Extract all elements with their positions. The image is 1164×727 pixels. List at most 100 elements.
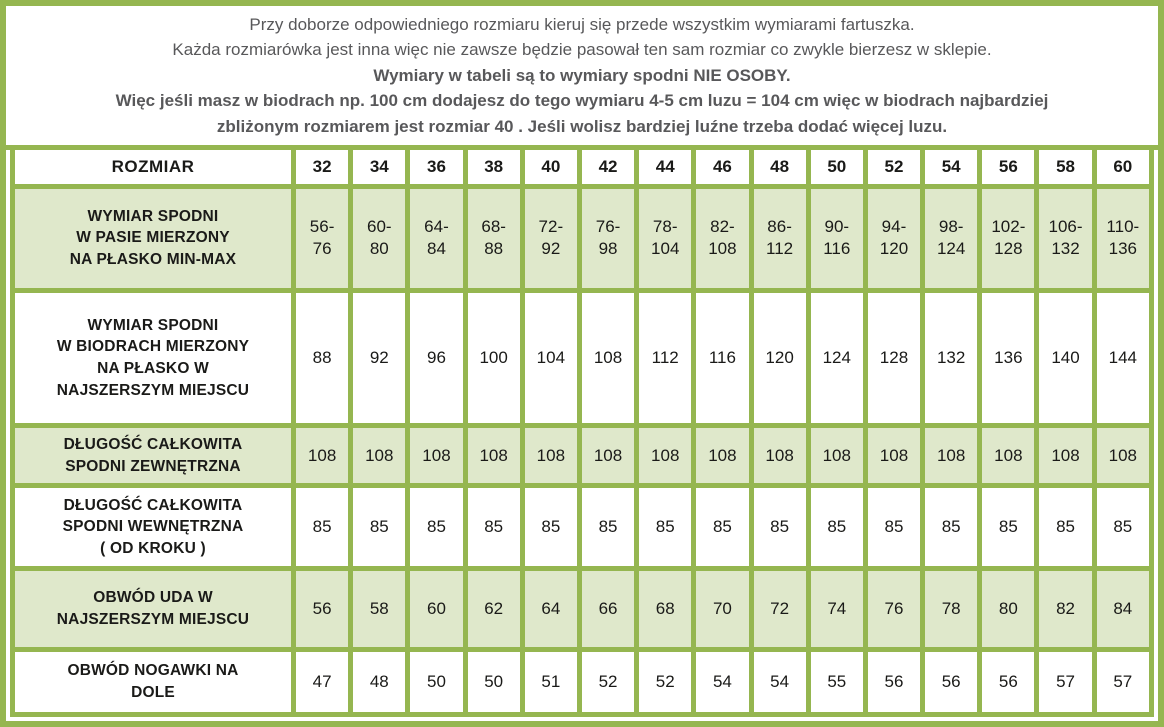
measurement-cell: 50	[462, 646, 525, 718]
measurement-cell: 58	[348, 565, 411, 652]
measurement-cell: 82- 108	[691, 183, 754, 294]
measurement-cell: 48	[348, 646, 411, 718]
size-column-header: 48	[748, 150, 811, 189]
measurement-cell: 112	[634, 288, 697, 429]
intro-line: Wymiary w tabeli są to wymiary spodni NI…	[373, 65, 791, 85]
measurement-row: DŁUGOŚĆ CAŁKOWITA SPODNI WEWNĘTRZNA ( OD…	[10, 483, 1155, 571]
measurement-cell: 68	[634, 565, 697, 652]
measurement-cell: 88	[290, 288, 354, 429]
intro-text: Przy doborze odpowiedniego rozmiaru kier…	[6, 6, 1158, 145]
measurement-cell: 54	[748, 646, 811, 718]
measurement-row-label: OBWÓD NOGAWKI NA DOLE	[10, 646, 296, 718]
size-column-header: 38	[462, 150, 525, 189]
measurement-cell: 72- 92	[519, 183, 582, 294]
measurement-cell: 78	[920, 565, 983, 652]
measurement-row: DŁUGOŚĆ CAŁKOWITA SPODNI ZEWNĘTRZNA 108 10…	[10, 423, 1155, 489]
measurement-cell: 98- 124	[920, 183, 983, 294]
measurement-cell: 110- 136	[1091, 183, 1155, 294]
measurement-cell: 86- 112	[748, 183, 811, 294]
measurement-cell: 108	[1091, 423, 1155, 489]
measurement-cell: 108	[862, 423, 926, 489]
measurement-cell: 85	[405, 483, 468, 571]
size-column-header: 34	[348, 150, 411, 189]
measurement-cell: 108	[691, 423, 754, 489]
measurement-cell: 85	[1091, 483, 1155, 571]
measurement-cell: 108	[519, 423, 582, 489]
measurement-row: WYMIAR SPODNI W PASIE MIERZONY NA PŁASKO…	[10, 183, 1155, 294]
measurement-cell: 140	[1034, 288, 1097, 429]
measurement-cell: 108	[634, 423, 697, 489]
measurement-cell: 108	[576, 423, 640, 489]
intro-line: Przy doborze odpowiedniego rozmiaru kier…	[249, 14, 915, 34]
measurement-cell: 60- 80	[348, 183, 411, 294]
measurement-cell: 102- 128	[977, 183, 1040, 294]
measurement-cell: 56	[920, 646, 983, 718]
measurement-cell: 108	[920, 423, 983, 489]
measurement-cell: 85	[462, 483, 525, 571]
measurement-cell: 57	[1034, 646, 1097, 718]
measurement-cell: 106- 132	[1034, 183, 1097, 294]
measurement-cell: 56	[290, 565, 354, 652]
intro-line: Więc jeśli masz w biodrach np. 100 cm do…	[115, 91, 1049, 111]
size-column-header: 44	[634, 150, 697, 189]
rozmiar-header: ROZMIAR	[10, 150, 296, 189]
measurement-cell: 108	[1034, 423, 1097, 489]
measurement-cell: 85	[576, 483, 640, 571]
measurement-cell: 85	[1034, 483, 1097, 571]
measurement-cell: 104	[519, 288, 582, 429]
size-table-body: WYMIAR SPODNI W PASIE MIERZONY NA PŁASKO…	[10, 183, 1155, 718]
size-column-header: 40	[519, 150, 582, 189]
measurement-row-label: WYMIAR SPODNI W BIODRACH MIERZONY NA PŁA…	[10, 288, 296, 429]
measurement-cell: 64	[519, 565, 582, 652]
measurement-cell: 108	[977, 423, 1040, 489]
measurement-row: WYMIAR SPODNI W BIODRACH MIERZONY NA PŁA…	[10, 288, 1155, 429]
measurement-cell: 108	[576, 288, 640, 429]
measurement-cell: 52	[576, 646, 640, 718]
measurement-cell: 85	[805, 483, 868, 571]
measurement-cell: 85	[290, 483, 354, 571]
measurement-cell: 64- 84	[405, 183, 468, 294]
measurement-cell: 92	[348, 288, 411, 429]
size-column-header: 42	[576, 150, 640, 189]
measurement-cell: 72	[748, 565, 811, 652]
measurement-cell: 85	[920, 483, 983, 571]
size-table: ROZMIAR 32 34 36 38 40 42 44 46 48 50 52 54 56 58 60 WY…	[10, 150, 1155, 718]
measurement-row-label: WYMIAR SPODNI W PASIE MIERZONY NA PŁASKO…	[10, 183, 296, 294]
measurement-cell: 56	[977, 646, 1040, 718]
measurement-cell: 132	[920, 288, 983, 429]
measurement-cell: 60	[405, 565, 468, 652]
measurement-cell: 54	[691, 646, 754, 718]
measurement-cell: 74	[805, 565, 868, 652]
measurement-cell: 56- 76	[290, 183, 354, 294]
size-column-header: 52	[862, 150, 926, 189]
size-column-header: 54	[920, 150, 983, 189]
measurement-cell: 108	[290, 423, 354, 489]
measurement-cell: 76- 98	[576, 183, 640, 294]
measurement-cell: 108	[748, 423, 811, 489]
size-table-container: ROZMIAR 32 34 36 38 40 42 44 46 48 50 52 54 56 58 60 WY…	[6, 145, 1158, 721]
measurement-cell: 85	[348, 483, 411, 571]
measurement-cell: 85	[634, 483, 697, 571]
measurement-cell: 85	[519, 483, 582, 571]
measurement-cell: 100	[462, 288, 525, 429]
measurement-row: OBWÓD UDA W NAJSZERSZYM MIEJSCU 56 58 60 62 6…	[10, 565, 1155, 652]
measurement-cell: 66	[576, 565, 640, 652]
measurement-cell: 108	[462, 423, 525, 489]
measurement-cell: 68- 88	[462, 183, 525, 294]
measurement-cell: 85	[691, 483, 754, 571]
measurement-cell: 136	[977, 288, 1040, 429]
measurement-cell: 47	[290, 646, 354, 718]
measurement-cell: 56	[862, 646, 926, 718]
measurement-cell: 78- 104	[634, 183, 697, 294]
measurement-cell: 62	[462, 565, 525, 652]
size-header-row: ROZMIAR 32 34 36 38 40 42 44 46 48 50 52 54 56 58 60	[10, 150, 1155, 189]
measurement-cell: 108	[405, 423, 468, 489]
measurement-cell: 55	[805, 646, 868, 718]
measurement-cell: 120	[748, 288, 811, 429]
size-column-header: 32	[290, 150, 354, 189]
measurement-cell: 144	[1091, 288, 1155, 429]
size-column-header: 60	[1091, 150, 1155, 189]
measurement-cell: 116	[691, 288, 754, 429]
measurement-cell: 128	[862, 288, 926, 429]
